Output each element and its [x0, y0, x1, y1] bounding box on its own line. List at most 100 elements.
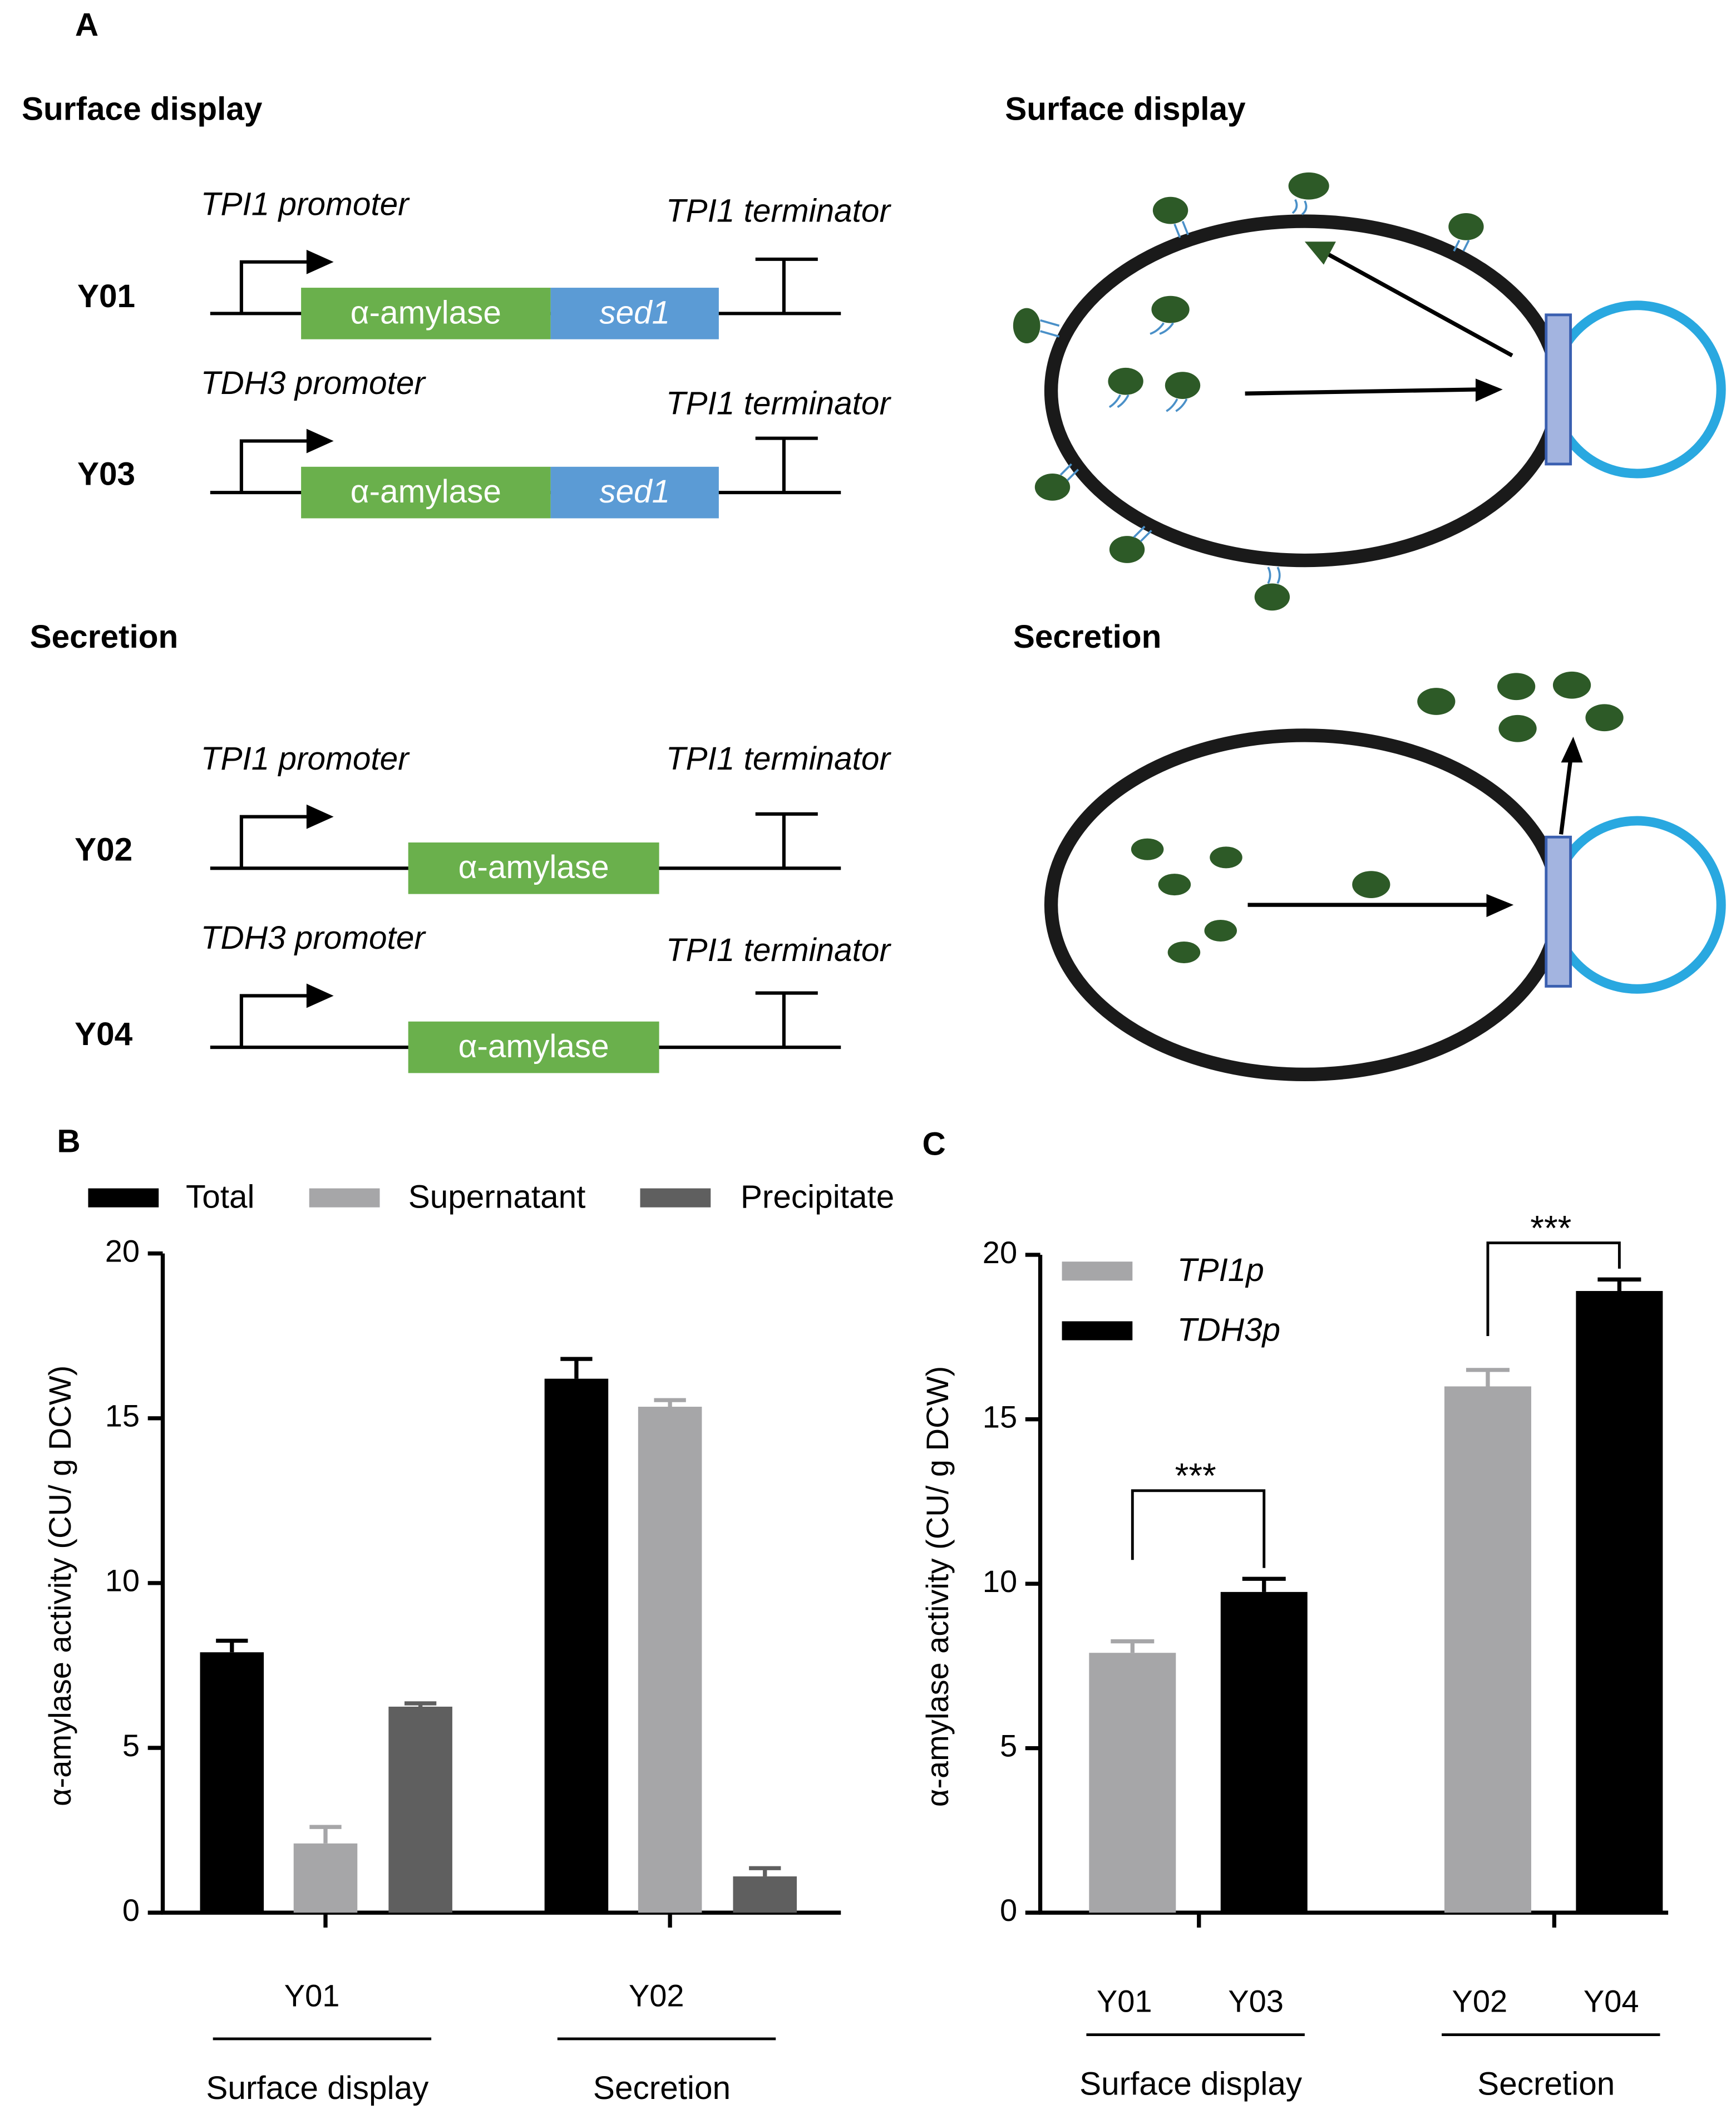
terminator — [755, 436, 818, 493]
terminator — [755, 257, 818, 314]
legend-swatch — [88, 1188, 159, 1208]
arrow-head — [306, 249, 334, 274]
gene-label: sed1 — [599, 474, 670, 510]
promoter-arrow — [239, 439, 315, 493]
group-label: Surface display — [1079, 2066, 1303, 2102]
gene-box — [408, 842, 659, 894]
significance-label: *** — [1175, 1457, 1216, 1496]
strain-label: Y02 — [75, 832, 132, 868]
promoter-label: TPI1 promoter — [201, 186, 410, 222]
gene-label: α-amylase — [351, 474, 501, 510]
group-label: Surface display — [206, 2070, 429, 2106]
gene-box — [301, 288, 551, 339]
arrow-head — [306, 983, 334, 1008]
y-tick-label: 5 — [1000, 1728, 1017, 1763]
group-label: Secretion — [593, 2070, 731, 2106]
section-title: Surface display — [22, 91, 263, 127]
legend-label: Supernatant — [408, 1179, 586, 1215]
gene-label: α-amylase — [351, 294, 501, 331]
gene-label: α-amylase — [458, 849, 609, 885]
terminator-label: TPI1 terminator — [666, 932, 892, 968]
promoter-arrow — [239, 815, 315, 869]
strain-label: Y01 — [77, 278, 135, 314]
gene-label: α-amylase — [458, 1028, 609, 1065]
error-bar — [216, 1638, 248, 1653]
legend-label: TDH3p — [1177, 1312, 1280, 1348]
panel-label: C — [923, 1126, 946, 1162]
terminator-label: TPI1 terminator — [666, 193, 892, 229]
error-bar — [654, 1398, 686, 1407]
gene-box — [301, 466, 551, 519]
section-title: Secretion — [30, 619, 179, 655]
panel-label: B — [57, 1123, 80, 1160]
y-tick-label: 5 — [122, 1728, 140, 1763]
gene-box — [408, 1021, 659, 1073]
cell-diagram — [1044, 671, 1726, 1081]
y-tick-label: 15 — [105, 1398, 140, 1433]
promoter-arrow — [239, 260, 315, 314]
promoter-label: TPI1 promoter — [201, 741, 410, 777]
bar — [200, 1652, 264, 1913]
x-tick-label: Y02 — [629, 1978, 684, 2013]
arrow-head — [306, 428, 334, 454]
bar — [733, 1876, 797, 1913]
x-tick-label: Y04 — [1584, 1983, 1639, 2018]
section-title: Secretion — [1013, 619, 1162, 655]
bar — [293, 1843, 358, 1913]
bar — [1220, 1591, 1308, 1913]
significance-label: *** — [1530, 1209, 1571, 1248]
strain-label: Y04 — [75, 1016, 133, 1052]
strain-label: Y03 — [77, 456, 135, 492]
y-tick-label: 20 — [983, 1235, 1017, 1270]
error-bar — [309, 1825, 342, 1844]
bar — [1576, 1291, 1663, 1913]
y-tick-label: 0 — [122, 1893, 140, 1928]
y-tick-label: 10 — [105, 1563, 140, 1598]
bar — [544, 1378, 609, 1913]
legend-label: Precipitate — [741, 1179, 894, 1215]
legend-swatch — [640, 1188, 711, 1208]
x-tick-label: Y02 — [1452, 1983, 1507, 2018]
error-bar — [1111, 1639, 1155, 1653]
section-title: Surface display — [1005, 91, 1246, 127]
cell-diagram — [1013, 172, 1726, 611]
error-bar — [749, 1866, 781, 1877]
promoter-label: TDH3 promoter — [201, 365, 427, 401]
y-axis-label: α-amylase activity (CU/ g DCW) — [920, 1366, 955, 1807]
terminator — [755, 991, 818, 1048]
bar — [638, 1406, 702, 1913]
error-bar — [404, 1701, 437, 1707]
group-label: Secretion — [1477, 2066, 1615, 2102]
legend-label: Total — [186, 1179, 255, 1215]
error-bar — [560, 1357, 593, 1379]
bar — [388, 1706, 452, 1913]
legend-swatch — [1062, 1321, 1133, 1341]
legend-swatch — [309, 1188, 380, 1208]
y-tick-label: 20 — [105, 1233, 140, 1268]
terminator-label: TPI1 terminator — [666, 386, 892, 422]
legend-label: TPI1p — [1177, 1252, 1264, 1288]
y-axis-label: α-amylase activity (CU/ g DCW) — [42, 1366, 77, 1806]
legend-swatch — [1062, 1261, 1133, 1281]
gene-box — [550, 288, 719, 339]
bar — [1089, 1653, 1176, 1913]
error-bar — [1466, 1368, 1510, 1387]
bar — [1444, 1386, 1531, 1913]
significance-bracket — [1131, 1489, 1266, 1568]
y-tick-label: 0 — [1000, 1893, 1017, 1928]
panel-label: A — [75, 7, 98, 43]
promoter-arrow — [239, 994, 315, 1048]
y-tick-label: 10 — [983, 1564, 1017, 1599]
error-bar — [1597, 1277, 1641, 1292]
error-bar — [1242, 1576, 1286, 1592]
promoter-label: TDH3 promoter — [201, 920, 427, 956]
arrow-head — [306, 804, 334, 829]
significance-bracket — [1486, 1241, 1621, 1336]
x-tick-label: Y01 — [284, 1978, 340, 2013]
terminator — [755, 812, 818, 869]
y-tick-label: 15 — [983, 1399, 1017, 1434]
terminator-label: TPI1 terminator — [666, 741, 892, 777]
x-tick-label: Y01 — [1097, 1983, 1152, 2018]
x-tick-label: Y03 — [1228, 1983, 1284, 2018]
